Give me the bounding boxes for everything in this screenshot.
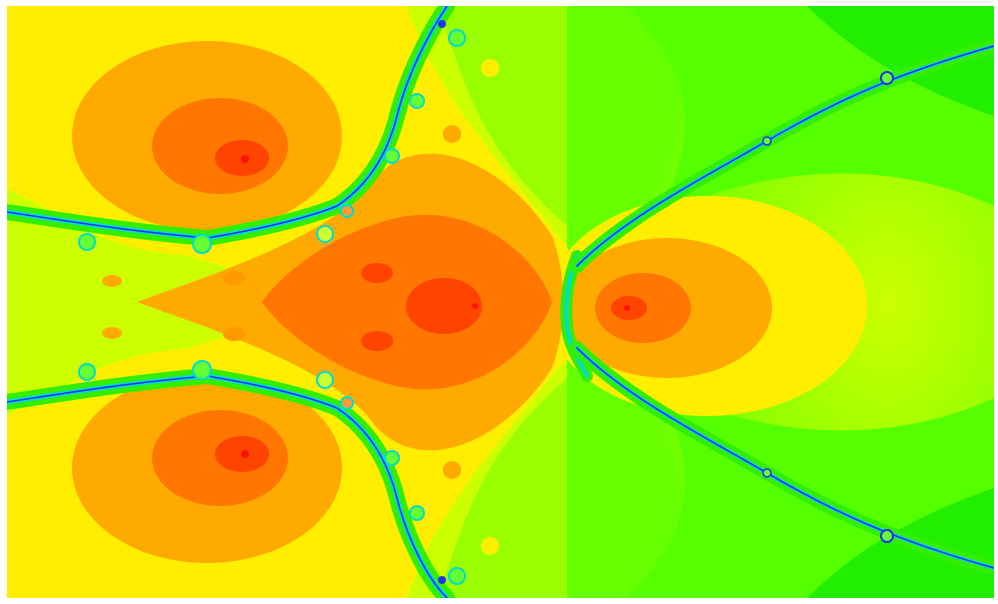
top-left-root-core	[241, 155, 249, 163]
top-left-root-deep	[152, 98, 288, 194]
bottom-left-root-core	[241, 450, 249, 458]
fractal-image	[7, 6, 994, 598]
central-red	[406, 278, 482, 334]
central-buds	[102, 59, 499, 555]
top-right-bright	[807, 6, 994, 116]
julia-boundaries	[7, 6, 994, 598]
boundary-beads	[78, 20, 894, 585]
right-root-core	[624, 305, 630, 311]
central-core	[472, 303, 478, 309]
